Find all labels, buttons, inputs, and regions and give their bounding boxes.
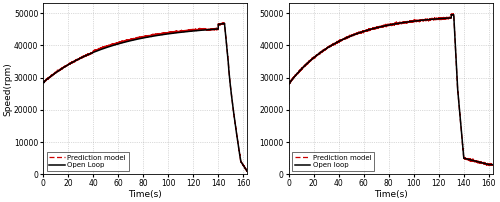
Line: Prediction model: Prediction model [43,23,247,171]
X-axis label: Time(s): Time(s) [128,189,162,199]
Prediction model [244,170,250,172]
Prediction model [40,81,46,83]
X-axis label: Time(s): Time(s) [374,189,408,199]
Line: Open Loop: Open Loop [43,23,247,171]
Prediction model [321,49,327,52]
Prediction model [76,59,82,61]
Prediction model [309,59,315,61]
Open Loop [127,40,133,42]
Prediction model [450,13,456,15]
Open loop [364,29,370,32]
Line: Prediction model: Prediction model [288,14,492,166]
Open Loop [222,22,228,25]
Y-axis label: Speed(rpm): Speed(rpm) [4,62,13,116]
Prediction model [118,41,124,44]
Open loop [286,82,292,85]
Legend: Prediction model, Open Loop: Prediction model, Open Loop [46,152,129,171]
Open Loop [76,58,82,60]
Open Loop [64,65,70,67]
Prediction model [218,23,224,25]
Open Loop [244,170,250,172]
Open loop [372,27,378,29]
Prediction model [372,26,378,29]
Prediction model [220,22,226,24]
Open loop [464,158,469,160]
Legend: Prediction model, Open loop: Prediction model, Open loop [292,152,374,171]
Prediction model [364,29,370,32]
Open Loop [218,23,224,25]
Prediction model [240,164,246,166]
Open loop [448,14,454,16]
Prediction model [486,165,492,167]
Open loop [486,163,492,166]
Open Loop [40,81,46,84]
Prediction model [64,64,70,67]
Prediction model [464,157,469,160]
Prediction model [127,39,133,41]
Open loop [321,49,327,51]
Open Loop [118,42,124,44]
Prediction model [490,163,496,166]
Prediction model [286,81,292,84]
Open loop [490,163,496,166]
Open loop [309,58,315,60]
Open loop [486,163,492,166]
Line: Open loop: Open loop [288,15,492,165]
Prediction model [486,163,492,165]
Prediction model [244,170,250,173]
Open Loop [240,164,246,166]
